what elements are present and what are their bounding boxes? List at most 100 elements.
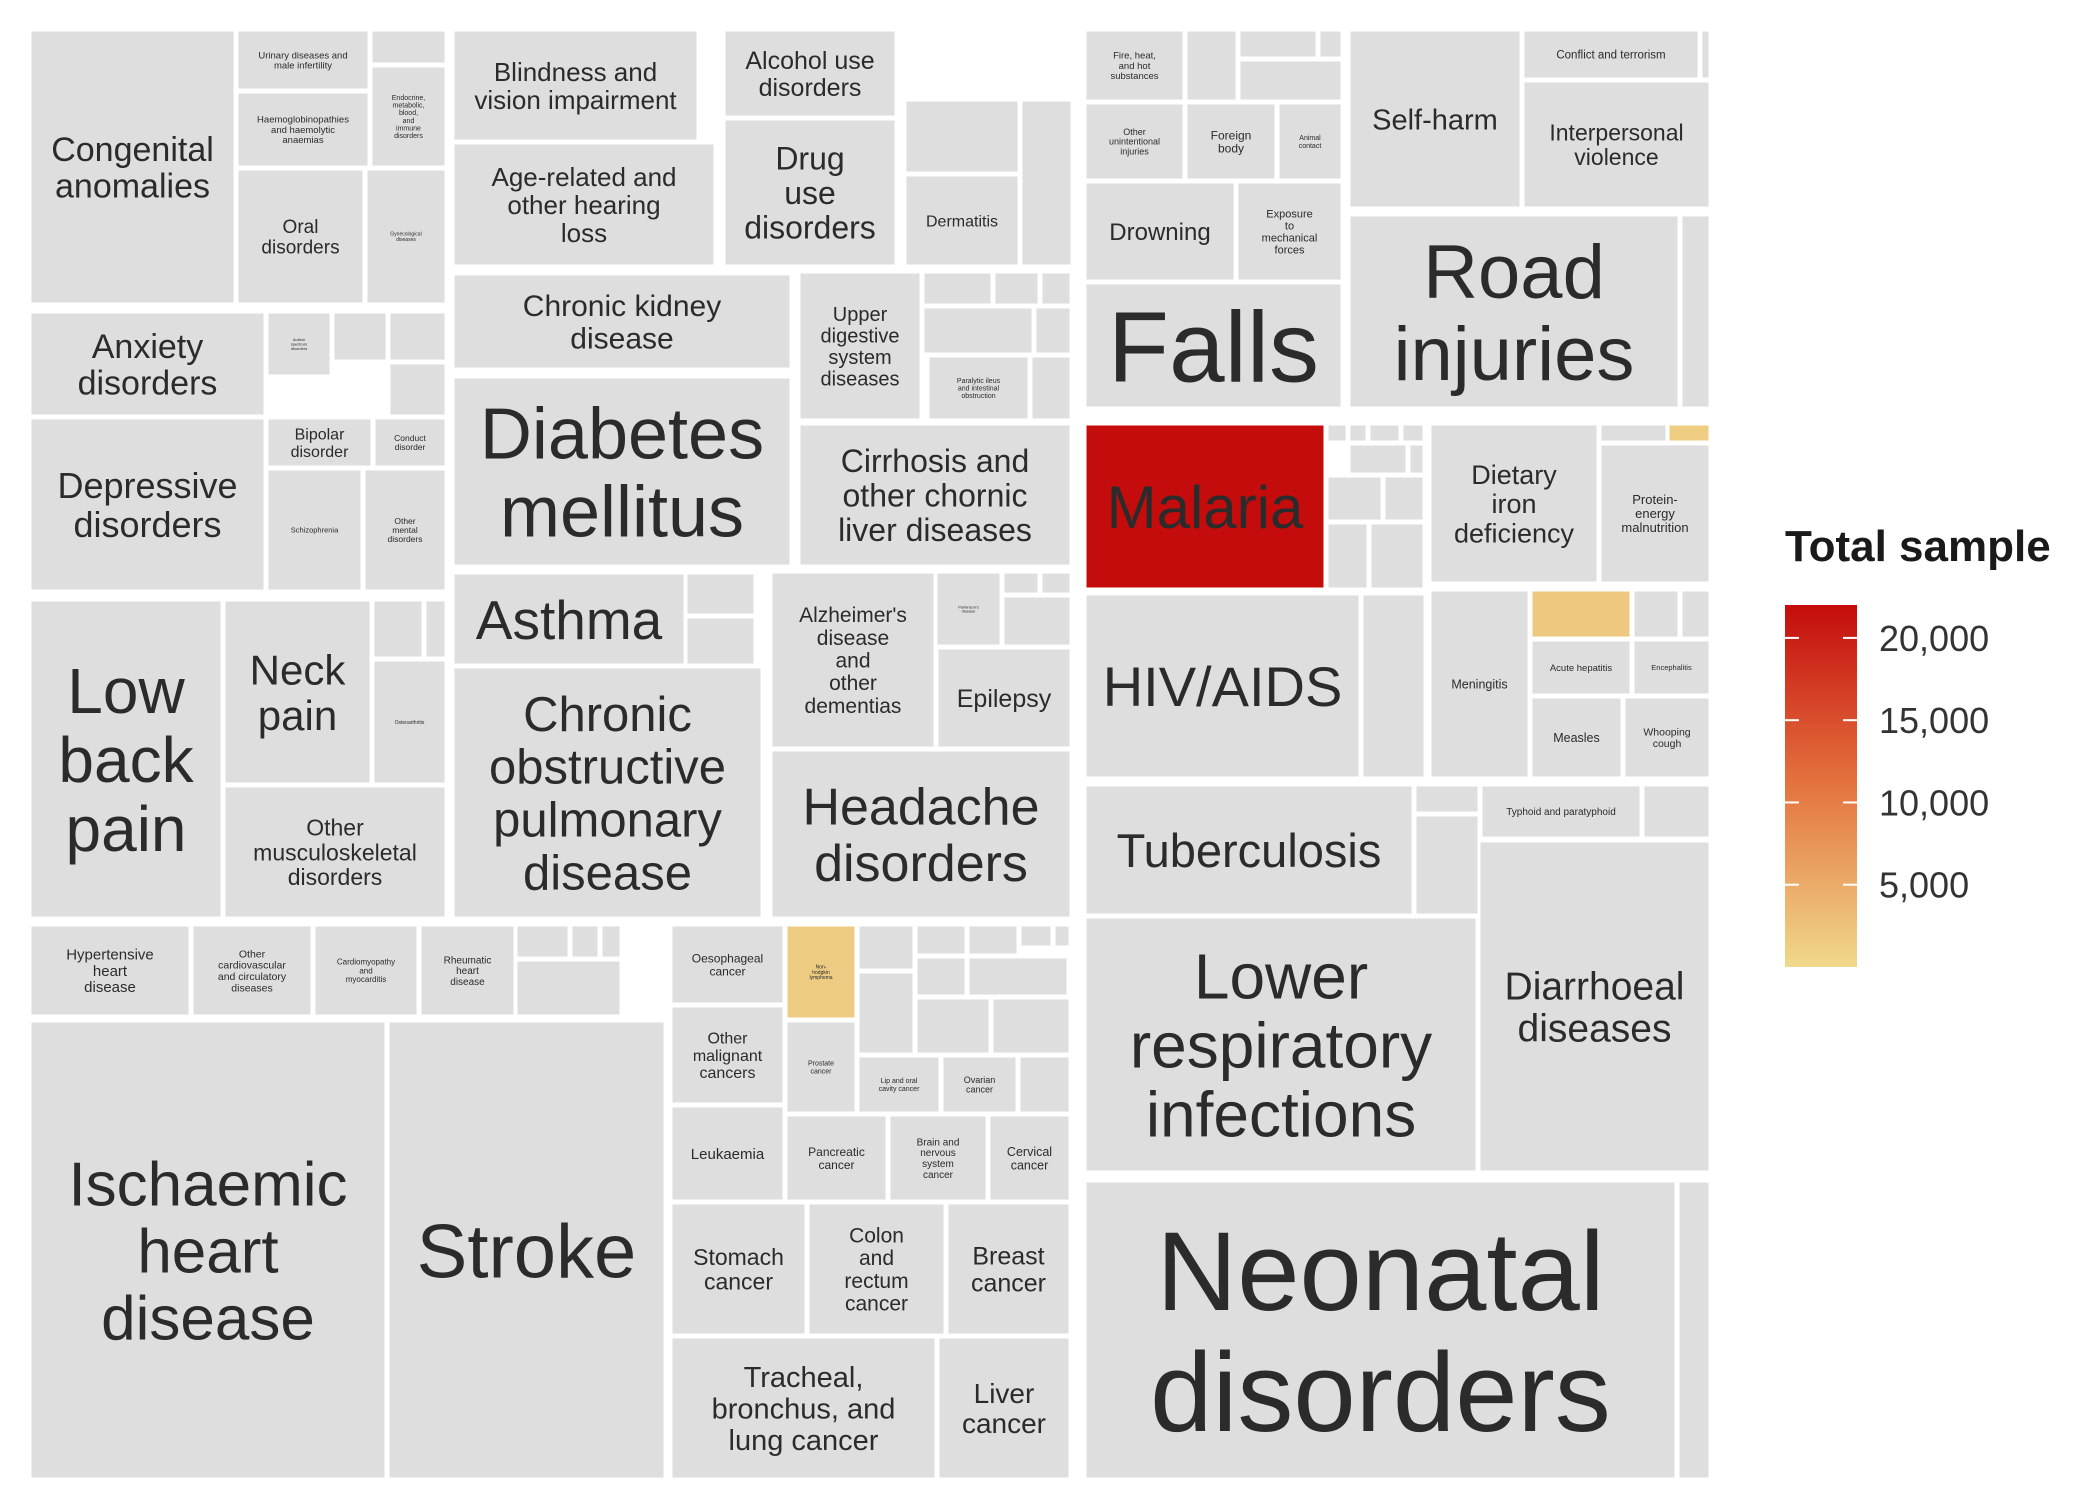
treemap-cell-upper-digestive-system-diseases: Upper digestive system diseases <box>797 270 923 422</box>
treemap-cell-interpersonal-violence: Interpersonal violence <box>1521 79 1712 210</box>
cell-rect <box>936 1335 1072 1481</box>
cell-rect <box>1529 638 1633 697</box>
cell-label: Tracheal, bronchus, and lung cancer <box>712 1362 896 1457</box>
cell-label: Ovarian cancer <box>964 1075 996 1095</box>
cell-label: Stomach cancer <box>693 1244 784 1295</box>
treemap-cell-epilepsy: Epilepsy <box>935 646 1073 750</box>
treemap-cell-unlabeled <box>1325 521 1370 591</box>
cell-label: Paralytic ileus and intestinal obstruction <box>957 378 1001 400</box>
cell-rect <box>669 923 786 1006</box>
treemap-cell-unlabeled <box>1052 923 1072 949</box>
treemap-cell-unlabeled <box>1676 1179 1712 1481</box>
cell-rect <box>386 1019 667 1481</box>
legend-tick-label: 5,000 <box>1879 865 1969 906</box>
treemap-cell-exposure-to-mechanical-forces: Exposure to mechanical forces <box>1235 180 1344 283</box>
treemap-cell-brain-and-nervous-system-cancer: Brain and nervous system cancer <box>887 1113 989 1203</box>
cell-rect <box>28 28 237 306</box>
cell-rect <box>190 923 314 1018</box>
cell-label: Diarrhoeal diseases <box>1505 965 1685 1050</box>
treemap-cell-unlabeled <box>1237 58 1344 103</box>
treemap-cell-dermatitis: Dermatitis <box>903 173 1021 268</box>
treemap-cell-unlabeled <box>423 598 448 660</box>
cell-rect <box>1622 695 1712 780</box>
cell-label: Other cardiovascular and circulatory diseas… <box>218 948 287 994</box>
treemap-cell-unlabeled <box>331 310 389 363</box>
treemap-cell-unlabeled <box>1039 570 1073 596</box>
treemap-cell-unlabeled <box>684 571 757 617</box>
cell-rect <box>1631 638 1712 697</box>
cell-rect <box>1428 588 1531 780</box>
cell-label: Anxiety disorders <box>78 328 218 403</box>
cell-rect <box>1235 180 1344 283</box>
cell-label: Drug use disorders <box>744 140 876 245</box>
treemap-cell-low-back-pain: Low back pain <box>28 598 224 920</box>
cell-rect <box>451 28 700 143</box>
cell-label: Tuberculosis <box>1117 824 1382 877</box>
cell-label: Neonatal disorders <box>1150 1209 1611 1455</box>
cell-rect <box>418 923 517 1018</box>
cell-rect <box>1184 101 1278 182</box>
cell-label: Bipolar disorder <box>291 427 349 461</box>
treemap-cell-drowning: Drowning <box>1083 180 1237 283</box>
treemap-cell-measles: Measles <box>1529 695 1624 780</box>
cell-rect <box>1083 592 1362 780</box>
cell-rect <box>797 270 923 422</box>
cell-rect <box>1083 1179 1678 1481</box>
treemap-cell-unlabeled <box>856 970 916 1056</box>
treemap-cell-asthma: Asthma <box>451 571 687 667</box>
cell-rect <box>451 571 687 667</box>
treemap-cell-unlabeled <box>1641 783 1712 840</box>
cell-rect <box>669 1335 938 1481</box>
treemap-cell-lip-and-oral-cavity-cancer: Lip and oral cavity cancer <box>856 1054 942 1115</box>
cell-rect <box>371 658 448 786</box>
cell-label: Haemoglobinopathies and haemolytic anaemia… <box>257 115 349 147</box>
treemap-cell-unlabeled <box>966 955 1070 998</box>
cell-label: Stroke <box>417 1209 637 1294</box>
treemap-cell-encephalitis: Encephalitis <box>1631 638 1712 697</box>
treemap-cell-unlabeled <box>921 305 1035 356</box>
treemap-cell-hiv-aids: HIV/AIDS <box>1083 592 1362 780</box>
treemap-cell-alzheimer-s-disease-and-other-dementias: Alzheimer's disease and other dementias <box>769 570 937 750</box>
cell-label: Meningitis <box>1451 678 1507 692</box>
cell-rect <box>372 416 448 469</box>
treemap-cell-whooping-cough: Whooping cough <box>1622 695 1712 780</box>
treemap-cell-meningitis: Meningitis <box>1428 588 1531 780</box>
treemap-cell-acute-hepatitis: Acute hepatitis <box>1529 638 1633 697</box>
cell-rect <box>1521 28 1701 81</box>
treemap-cell-unlabeled <box>1325 474 1384 523</box>
treemap-cell-unlabeled <box>1413 813 1481 917</box>
treemap-cell-ischaemic-heart-disease: Ischaemic heart disease <box>28 1019 388 1481</box>
treemap-cell-unlabeled <box>387 310 448 363</box>
cell-label: Protein-energy malnutrition <box>1621 492 1688 535</box>
treemap-cell-gynecological-diseases: Gynecological diseases <box>364 167 448 306</box>
treemap-cell-tuberculosis: Tuberculosis <box>1083 783 1415 917</box>
treemap-cell-other-musculoskeletal-disorders: Other musculoskeletal disorders <box>222 784 448 920</box>
cell-rect <box>1521 79 1712 210</box>
treemap-cell-oral-disorders: Oral disorders <box>235 167 366 306</box>
cell-rect <box>28 310 267 418</box>
treemap-cell-unlabeled <box>1237 28 1319 60</box>
cell-label: Interpersonal violence <box>1549 119 1683 170</box>
treemap-cell-anxiety-disorders: Anxiety disorders <box>28 310 267 418</box>
cell-label: Whooping cough <box>1643 727 1690 750</box>
cell-rect <box>1083 783 1415 917</box>
treemap-cell-liver-cancer: Liver cancer <box>936 1335 1072 1481</box>
legend-tick-label: 10,000 <box>1879 782 1989 823</box>
cell-rect <box>1428 422 1600 585</box>
cell-rect <box>28 923 192 1018</box>
legend-ticks: 5,000 10,000 15,000 20,000 <box>1785 618 1989 906</box>
treemap-cell-ovarian-cancer: Ovarian cancer <box>940 1054 1019 1115</box>
treemap-cell-unlabeled <box>569 923 601 960</box>
cell-rect <box>722 117 898 268</box>
legend-tick-label: 15,000 <box>1879 700 1989 741</box>
treemap-cell-unlabeled <box>1666 422 1712 444</box>
cell-label: Fire, heat, and hot substances <box>1110 51 1158 83</box>
treemap-cell-unlabeled <box>990 996 1072 1056</box>
treemap-cell-osteoarthritis: Osteoarthritis <box>371 658 448 786</box>
treemap-cell-typhoid-and-paratyphoid: Typhoid and paratyphoid <box>1479 783 1643 840</box>
cell-label: Upper digestive system diseases <box>821 304 900 391</box>
treemap-cell-unlabeled <box>921 270 994 307</box>
cell-label: Cardiomyopathy and myocarditis <box>337 958 395 984</box>
treemap-cell-endocrine-metabolic-blood-and-immune-disorders: Endocrine, metabolic, blood, and immune disor… <box>369 64 448 169</box>
